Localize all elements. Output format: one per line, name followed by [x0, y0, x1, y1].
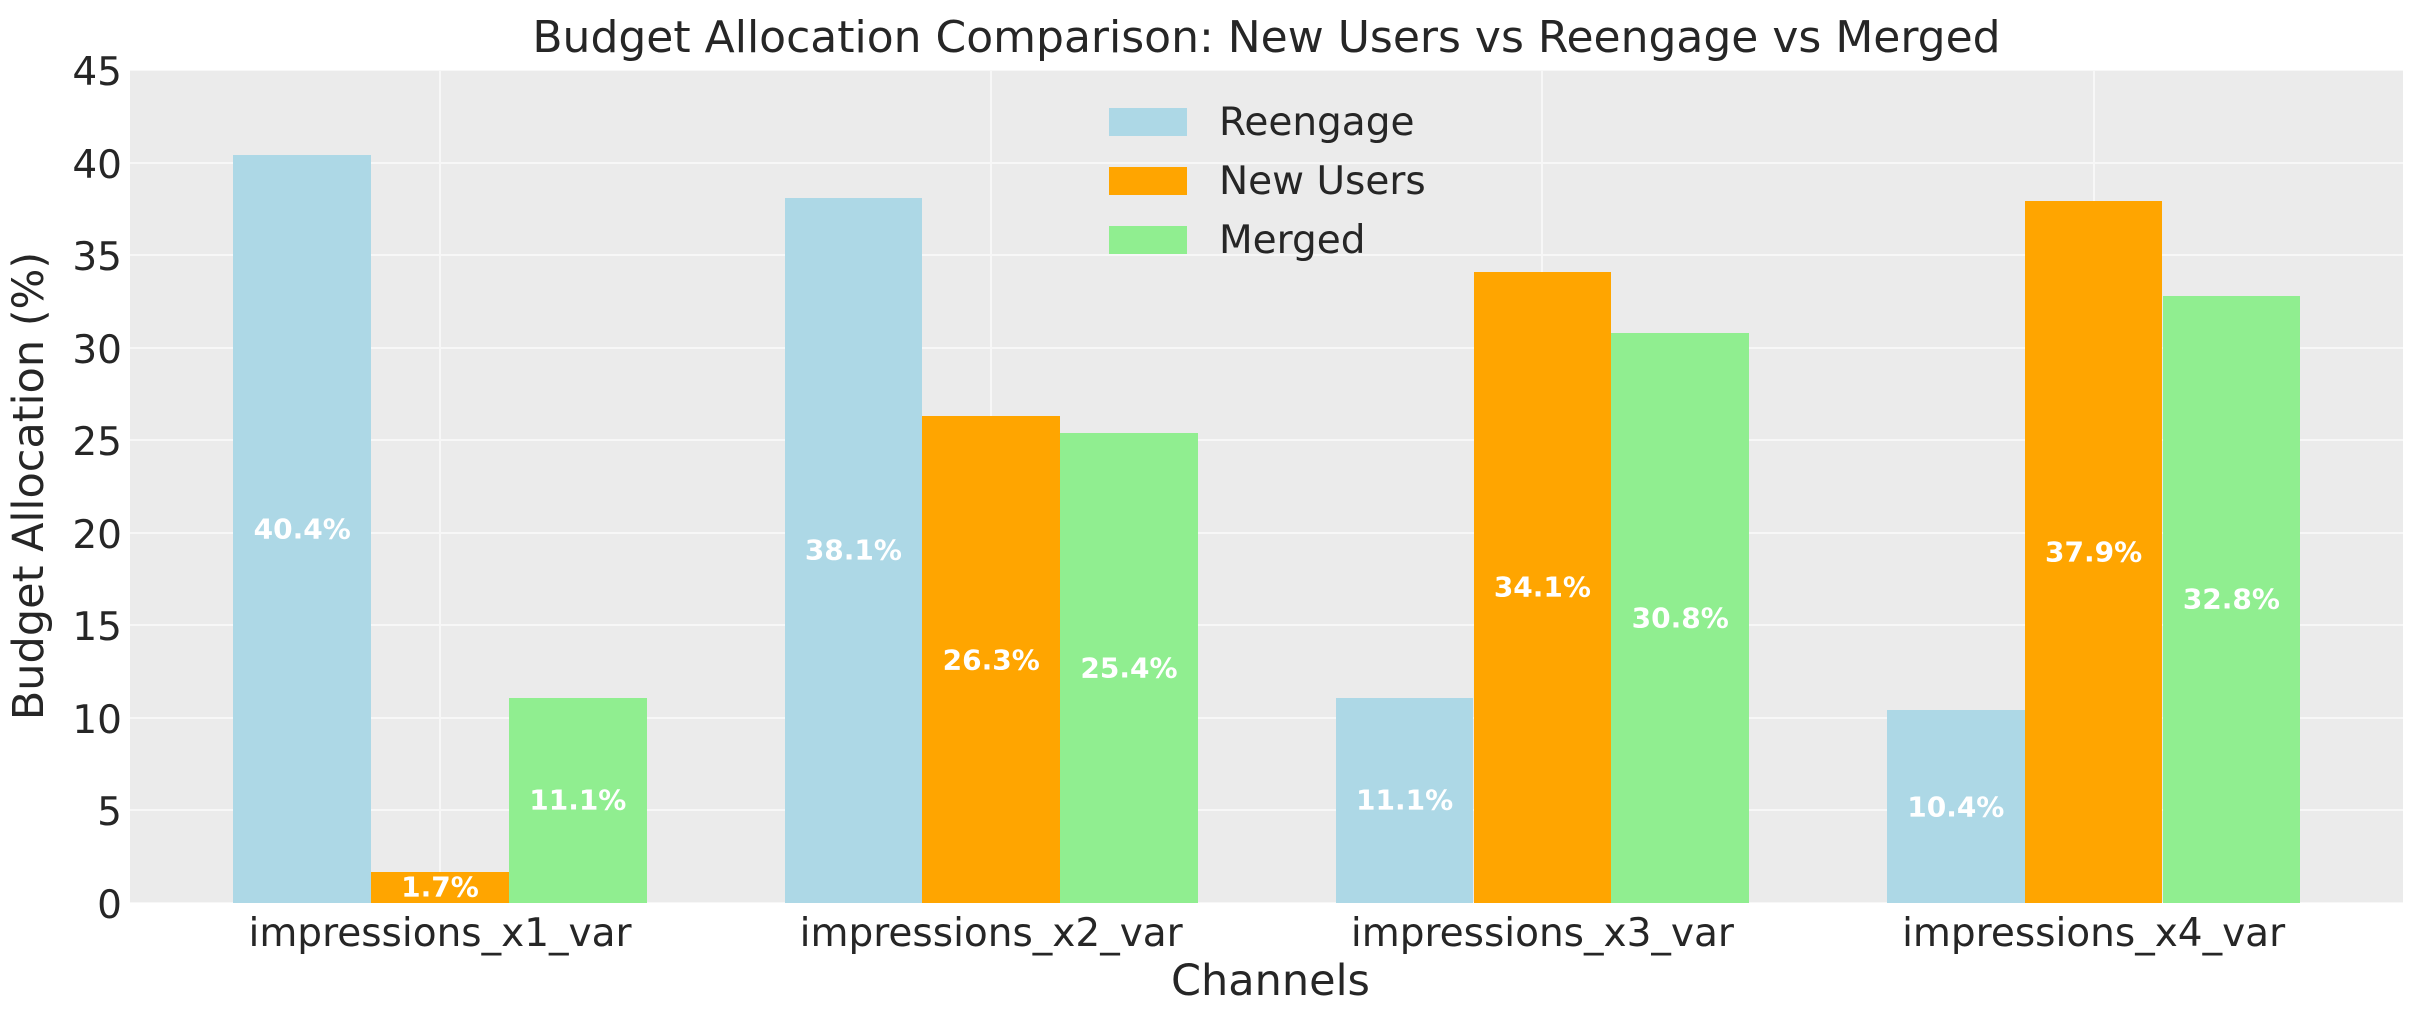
gridline-y-5 — [130, 809, 2403, 812]
gridline-y-35 — [130, 254, 2403, 257]
x-tick-label-2: impressions_x2_var — [799, 911, 1183, 956]
bar-reengage-1 — [233, 155, 372, 903]
legend-item-merged: Merged — [1109, 212, 1366, 268]
legend-item-reengage: Reengage — [1109, 94, 1414, 150]
legend-swatch-reengage — [1109, 108, 1187, 136]
bar-value-label-new-users-1: 1.7% — [401, 870, 479, 903]
gridline-x-1 — [439, 70, 441, 903]
bar-value-label-reengage-4: 10.4% — [1907, 790, 2005, 824]
gridline-y-25 — [130, 439, 2403, 442]
x-axis-title: Channels — [1171, 956, 1370, 1006]
y-tick-label-0: 0 — [97, 883, 122, 928]
plot-area: 40.4% 38.1% 11.1% 10.4% 1.7% 26.3% 34.1% 37.9% 1… — [130, 70, 2403, 903]
bar-value-label-new-users-2: 26.3% — [942, 643, 1040, 677]
y-tick-label-40: 40 — [72, 142, 122, 188]
bar-new-users-2 — [922, 416, 1061, 903]
y-tick-label-10: 10 — [72, 697, 122, 743]
bar-value-label-new-users-4: 37.9% — [2045, 535, 2143, 569]
gridline-y-0 — [130, 902, 2403, 903]
y-tick-label-45: 45 — [72, 50, 122, 95]
gridline-y-30 — [130, 346, 2403, 349]
bar-reengage-3 — [1335, 697, 1474, 903]
bar-value-label-merged-3: 30.8% — [1631, 601, 1729, 635]
bar-merged-1 — [508, 697, 647, 903]
x-tick-label-1: impressions_x1_var — [248, 911, 632, 956]
legend-label-reengage: Reengage — [1219, 99, 1415, 145]
x-tick-label-4: impressions_x4_var — [1902, 911, 2286, 956]
legend-item-new-users: New Users — [1109, 153, 1426, 209]
gridline-y-10 — [130, 716, 2403, 719]
bar-value-label-new-users-3: 34.1% — [1493, 570, 1591, 604]
chart-title: Budget Allocation Comparison: New Users … — [532, 12, 2001, 63]
gridline-y-40 — [130, 161, 2403, 164]
x-tick-label-3: impressions_x3_var — [1350, 911, 1734, 956]
bar-value-label-reengage-2: 38.1% — [804, 533, 902, 567]
bar-new-users-1 — [371, 871, 509, 903]
bar-reengage-2 — [784, 197, 923, 903]
bar-value-label-merged-4: 32.8% — [2182, 582, 2280, 616]
y-tick-label-5: 5 — [97, 790, 122, 836]
legend-label-merged: Merged — [1219, 217, 1366, 263]
y-tick-label-15: 15 — [72, 605, 122, 651]
y-tick-label-25: 25 — [72, 420, 122, 466]
legend-label-new-users: New Users — [1219, 158, 1426, 204]
legend-swatch-merged — [1109, 226, 1187, 254]
bar-merged-3 — [1611, 332, 1750, 903]
bar-merged-4 — [2162, 295, 2301, 903]
bar-value-label-merged-2: 25.4% — [1080, 651, 1178, 685]
y-tick-label-30: 30 — [72, 327, 122, 373]
bar-value-label-reengage-1: 40.4% — [253, 512, 351, 546]
bar-new-users-3 — [1473, 271, 1612, 903]
bar-new-users-4 — [2024, 201, 2163, 903]
y-tick-label-35: 35 — [72, 235, 122, 281]
bar-merged-2 — [1060, 432, 1198, 903]
legend-swatch-new-users — [1109, 167, 1187, 195]
bar-value-label-merged-1: 11.1% — [529, 783, 627, 817]
bar-value-label-reengage-3: 11.1% — [1356, 783, 1454, 817]
bar-reengage-4 — [1886, 710, 2025, 903]
y-tick-label-20: 20 — [72, 512, 122, 558]
gridline-y-20 — [130, 531, 2403, 534]
gridline-y-45 — [130, 70, 2403, 71]
gridline-y-15 — [130, 624, 2403, 627]
